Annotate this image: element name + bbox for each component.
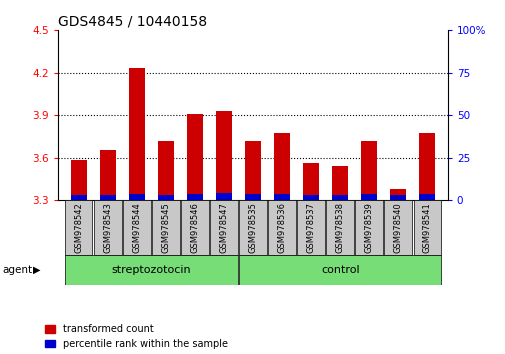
- Bar: [99, 195, 115, 200]
- Bar: [244, 141, 261, 200]
- FancyBboxPatch shape: [238, 255, 440, 285]
- FancyBboxPatch shape: [152, 200, 179, 255]
- Text: GSM978537: GSM978537: [306, 202, 315, 253]
- Bar: [302, 195, 319, 200]
- Text: GSM978540: GSM978540: [393, 202, 402, 253]
- Text: streptozotocin: streptozotocin: [111, 265, 191, 275]
- FancyBboxPatch shape: [296, 200, 325, 255]
- Text: GSM978544: GSM978544: [132, 202, 141, 253]
- Bar: [361, 194, 377, 200]
- Text: GSM978545: GSM978545: [161, 202, 170, 253]
- FancyBboxPatch shape: [123, 200, 150, 255]
- Bar: [332, 195, 347, 200]
- Bar: [216, 193, 231, 200]
- FancyBboxPatch shape: [180, 200, 209, 255]
- Bar: [128, 194, 144, 200]
- FancyBboxPatch shape: [210, 200, 237, 255]
- FancyBboxPatch shape: [65, 255, 237, 285]
- Text: ▶: ▶: [33, 265, 40, 275]
- Text: GSM978539: GSM978539: [364, 202, 373, 253]
- Bar: [419, 194, 435, 200]
- FancyBboxPatch shape: [413, 200, 440, 255]
- Text: agent: agent: [3, 265, 33, 275]
- Bar: [244, 194, 261, 200]
- Bar: [70, 160, 86, 200]
- Bar: [361, 141, 377, 200]
- FancyBboxPatch shape: [238, 200, 267, 255]
- Text: GSM978543: GSM978543: [103, 202, 112, 253]
- Text: GSM978547: GSM978547: [219, 202, 228, 253]
- Legend: transformed count, percentile rank within the sample: transformed count, percentile rank withi…: [45, 324, 227, 349]
- FancyBboxPatch shape: [268, 200, 295, 255]
- Text: GSM978536: GSM978536: [277, 202, 286, 253]
- Bar: [99, 150, 115, 200]
- Bar: [186, 194, 203, 200]
- Bar: [390, 195, 406, 200]
- Text: GSM978541: GSM978541: [422, 202, 431, 253]
- Text: GDS4845 / 10440158: GDS4845 / 10440158: [58, 14, 207, 28]
- FancyBboxPatch shape: [65, 200, 92, 255]
- FancyBboxPatch shape: [93, 200, 121, 255]
- Text: GSM978535: GSM978535: [248, 202, 257, 253]
- Bar: [158, 195, 173, 200]
- FancyBboxPatch shape: [384, 200, 412, 255]
- Text: GSM978546: GSM978546: [190, 202, 199, 253]
- Bar: [419, 133, 435, 200]
- Bar: [128, 68, 144, 200]
- Bar: [186, 114, 203, 200]
- Bar: [70, 195, 86, 200]
- Text: control: control: [320, 265, 359, 275]
- Bar: [158, 141, 173, 200]
- FancyBboxPatch shape: [355, 200, 382, 255]
- Bar: [332, 166, 347, 200]
- Bar: [274, 194, 289, 200]
- FancyBboxPatch shape: [326, 200, 354, 255]
- Bar: [302, 163, 319, 200]
- Bar: [216, 111, 231, 200]
- Text: GSM978538: GSM978538: [335, 202, 344, 253]
- Bar: [390, 189, 406, 200]
- Bar: [274, 133, 289, 200]
- Text: GSM978542: GSM978542: [74, 202, 83, 253]
